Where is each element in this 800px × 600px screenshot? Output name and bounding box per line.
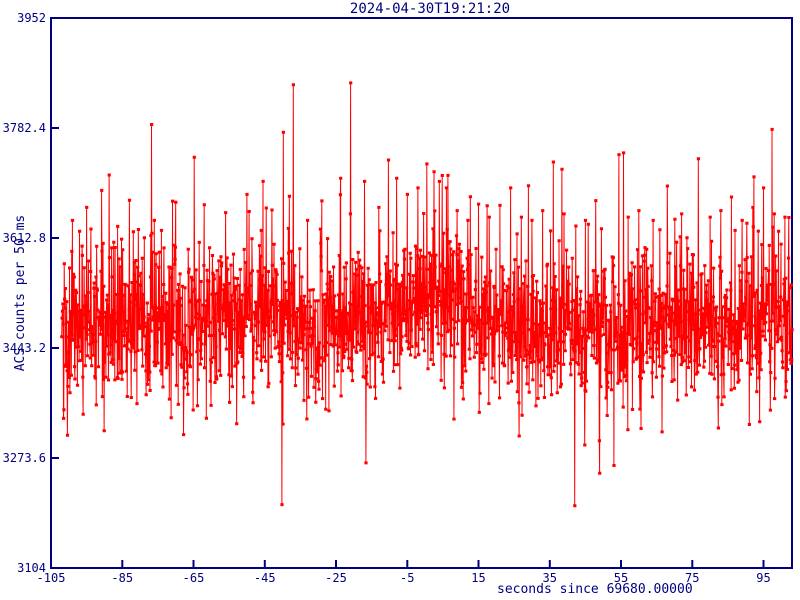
x-tick-label: -25 [325, 571, 347, 585]
y-tick-label: 3104 [17, 561, 46, 575]
y-tick-label: 3273.6 [2, 451, 46, 465]
x-tick-label: -5 [400, 571, 415, 585]
y-tick-label: 3782.4 [2, 121, 46, 135]
x-tick-label: 35 [542, 571, 557, 585]
chart-title: 2024-04-30T19:21:20 [349, 1, 511, 17]
x-tick-label: -45 [253, 571, 276, 585]
x-tick-label: 75 [685, 571, 700, 585]
x-tick-label: 15 [471, 571, 486, 585]
x-tick-label: -65 [182, 571, 205, 585]
x-tick-label: 95 [756, 571, 771, 585]
y-tick-label: 3443.2 [2, 341, 46, 355]
x-tick-label: 55 [613, 571, 629, 585]
x-tick-label: -85 [111, 571, 134, 585]
y-tick-label: 3612.8 [2, 231, 46, 245]
x-axis-label: seconds since 69680.00000 [497, 582, 693, 597]
y-axis-label: ACS counts per 50 ms [13, 214, 28, 372]
y-tick-label: 3952 [17, 11, 46, 25]
x-tick-label: -105 [36, 571, 66, 585]
